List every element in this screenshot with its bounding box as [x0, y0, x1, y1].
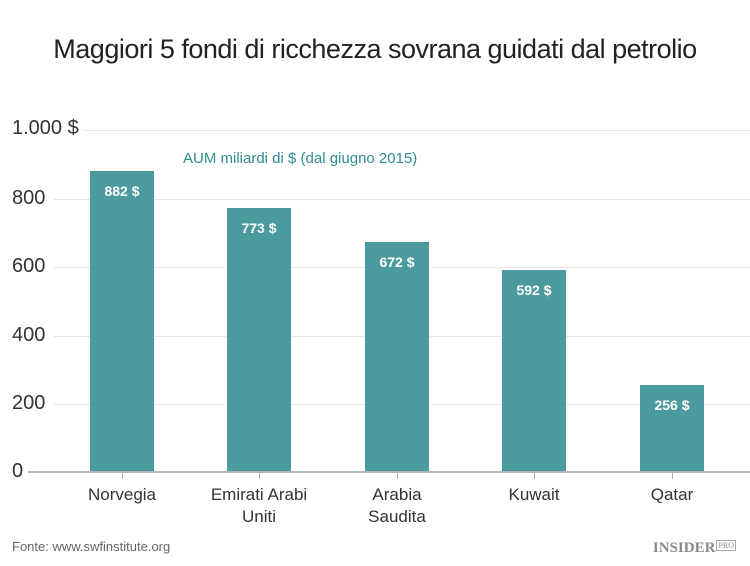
y-tick-label: 400 — [12, 324, 46, 346]
bar-value-label: 256 $ — [654, 397, 690, 413]
bar-value-label: 592 $ — [516, 282, 552, 298]
bar-qatar: 256 $ — [640, 385, 704, 472]
x-tick-label: Qatar — [592, 484, 750, 506]
x-label-line1: Norvegia — [87, 485, 157, 504]
x-tick-mark — [259, 473, 260, 479]
y-tick-label: 0 — [12, 460, 24, 482]
x-tick-mark — [122, 473, 123, 479]
x-label-line2: Uniti — [241, 507, 276, 526]
brand-logo: INSIDER PRO — [653, 540, 736, 557]
chart-title: Maggiori 5 fondi di ricchezza sovrana gu… — [53, 34, 697, 64]
x-label-line1: Kuwait — [508, 485, 560, 504]
bar-value-label: 882 $ — [104, 183, 140, 199]
x-label-line1: Emirati Arabi — [210, 485, 308, 504]
x-tick-label: Arabia Saudita — [317, 484, 477, 528]
bar-kuwait: 592 $ — [502, 270, 566, 472]
bar-value-label: 672 $ — [379, 254, 415, 270]
x-tick-mark — [397, 473, 398, 479]
gridline-800 — [54, 199, 750, 200]
y-tick-label: 800 — [12, 187, 46, 209]
source-note: Fonte: www.swfinstitute.org — [12, 539, 171, 554]
x-axis-line — [28, 471, 750, 473]
y-tick-label: 600 — [12, 255, 46, 277]
x-label-line2: Saudita — [368, 507, 426, 526]
bar-norvegia: 882 $ — [90, 171, 154, 472]
x-tick-mark — [672, 473, 673, 479]
bar-arabia-saudita: 672 $ — [365, 242, 429, 472]
x-tick-label: Kuwait — [454, 484, 614, 506]
x-tick-label: Norvegia — [42, 484, 202, 506]
x-label-line1: Qatar — [650, 485, 694, 504]
brand-badge: PRO — [716, 540, 736, 551]
gridline-1000 — [82, 130, 750, 131]
brand-name: INSIDER — [652, 540, 716, 556]
bar-emirati-arabi-uniti: 773 $ — [227, 208, 291, 472]
y-tick-label: 200 — [12, 392, 46, 414]
chart-subtitle: AUM miliardi di $ (dal giugno 2015) — [183, 150, 418, 167]
bar-value-label: 773 $ — [241, 220, 277, 236]
x-tick-label: Emirati Arabi Uniti — [179, 484, 339, 528]
x-tick-mark — [534, 473, 535, 479]
y-tick-label: 1.000 $ — [12, 117, 79, 139]
x-label-line1: Arabia — [372, 485, 422, 504]
